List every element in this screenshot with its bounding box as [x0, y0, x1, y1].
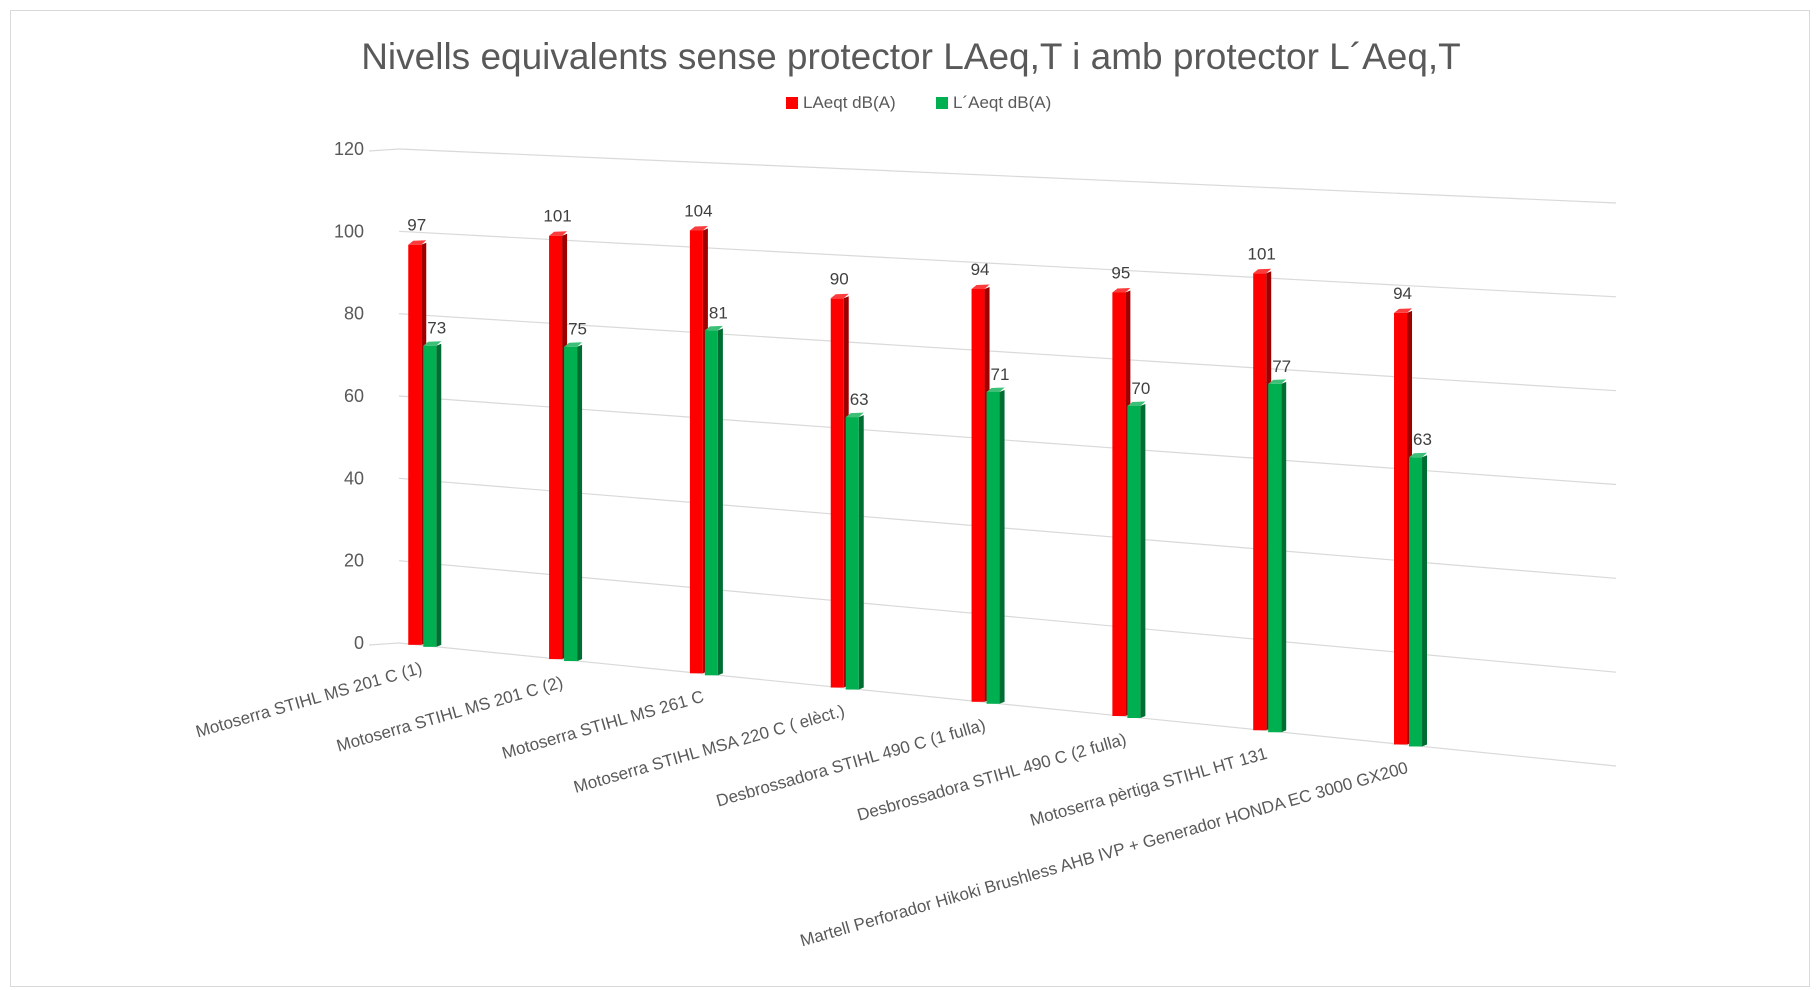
bar-0-7 — [1394, 308, 1413, 745]
data-label-1-0: 73 — [427, 319, 446, 338]
data-label-0-3: 90 — [830, 269, 849, 288]
data-label-1-4: 71 — [991, 365, 1010, 384]
y-tick-2: 40 — [344, 468, 364, 488]
data-label-0-4: 94 — [971, 260, 990, 279]
y-tick-4: 80 — [344, 304, 364, 324]
gridline-5 — [398, 230, 1617, 298]
gridline-6 — [398, 148, 1617, 204]
x-tick-7: Martell Perforador Hikoki Brushless AHB … — [798, 758, 1410, 950]
data-label-1-5: 70 — [1131, 379, 1150, 398]
legend-swatch-1 — [936, 97, 948, 109]
legend: LAeqt dB(A) L´Aeqt dB(A) — [786, 93, 1051, 112]
bar-1-2 — [704, 325, 723, 676]
data-label-1-3: 63 — [850, 390, 869, 409]
axis-cap-top — [368, 148, 400, 152]
data-labels: 97 73 101 75 104 81 90 63 94 71 95 70 101 77 94 63 — [407, 201, 1432, 449]
axis-cap-bottom — [368, 642, 400, 646]
y-tick-0: 0 — [354, 633, 364, 653]
gridline-0 — [398, 642, 1617, 767]
data-label-0-5: 95 — [1111, 264, 1130, 283]
data-label-1-2: 81 — [709, 303, 728, 322]
data-label-1-1: 75 — [568, 320, 587, 339]
data-label-1-6: 77 — [1272, 357, 1291, 376]
bar-0-0 — [408, 240, 427, 645]
data-label-1-7: 63 — [1413, 430, 1432, 449]
gridlines — [368, 148, 1617, 767]
bar-1-7 — [1409, 452, 1428, 747]
data-label-0-0: 97 — [407, 216, 426, 235]
legend-entry-1: L´Aeqt dB(A) — [953, 93, 1051, 112]
chart-area: Nivells equivalents sense protector LAeq… — [194, 36, 1617, 950]
legend-entry-0: LAeqt dB(A) — [803, 93, 896, 112]
bar-1-4 — [986, 387, 1005, 704]
bar-1-1 — [564, 342, 583, 662]
y-tick-5: 100 — [334, 221, 364, 241]
bar-1-6 — [1268, 379, 1287, 733]
bar-1-3 — [845, 412, 864, 690]
legend-swatch-0 — [786, 97, 798, 109]
data-label-0-2: 104 — [684, 201, 712, 220]
chart-title: Nivells equivalents sense protector LAeq… — [361, 36, 1461, 77]
y-tick-3: 60 — [344, 386, 364, 406]
x-axis: Motoserra STIHL MS 201 C (1)Motoserra ST… — [194, 658, 1411, 950]
y-tick-6: 120 — [334, 139, 364, 159]
data-label-0-1: 101 — [543, 207, 571, 226]
gridline-4 — [398, 313, 1617, 392]
bars — [408, 225, 1428, 747]
bar-1-5 — [1127, 401, 1146, 719]
data-label-0-7: 94 — [1393, 284, 1412, 303]
y-tick-1: 20 — [344, 551, 364, 571]
bar-1-0 — [423, 341, 442, 647]
data-label-0-6: 101 — [1248, 244, 1276, 263]
y-axis: 0 20 40 60 80 100 120 — [334, 139, 364, 653]
chart-frame: Nivells equivalents sense protector LAeq… — [10, 10, 1810, 987]
